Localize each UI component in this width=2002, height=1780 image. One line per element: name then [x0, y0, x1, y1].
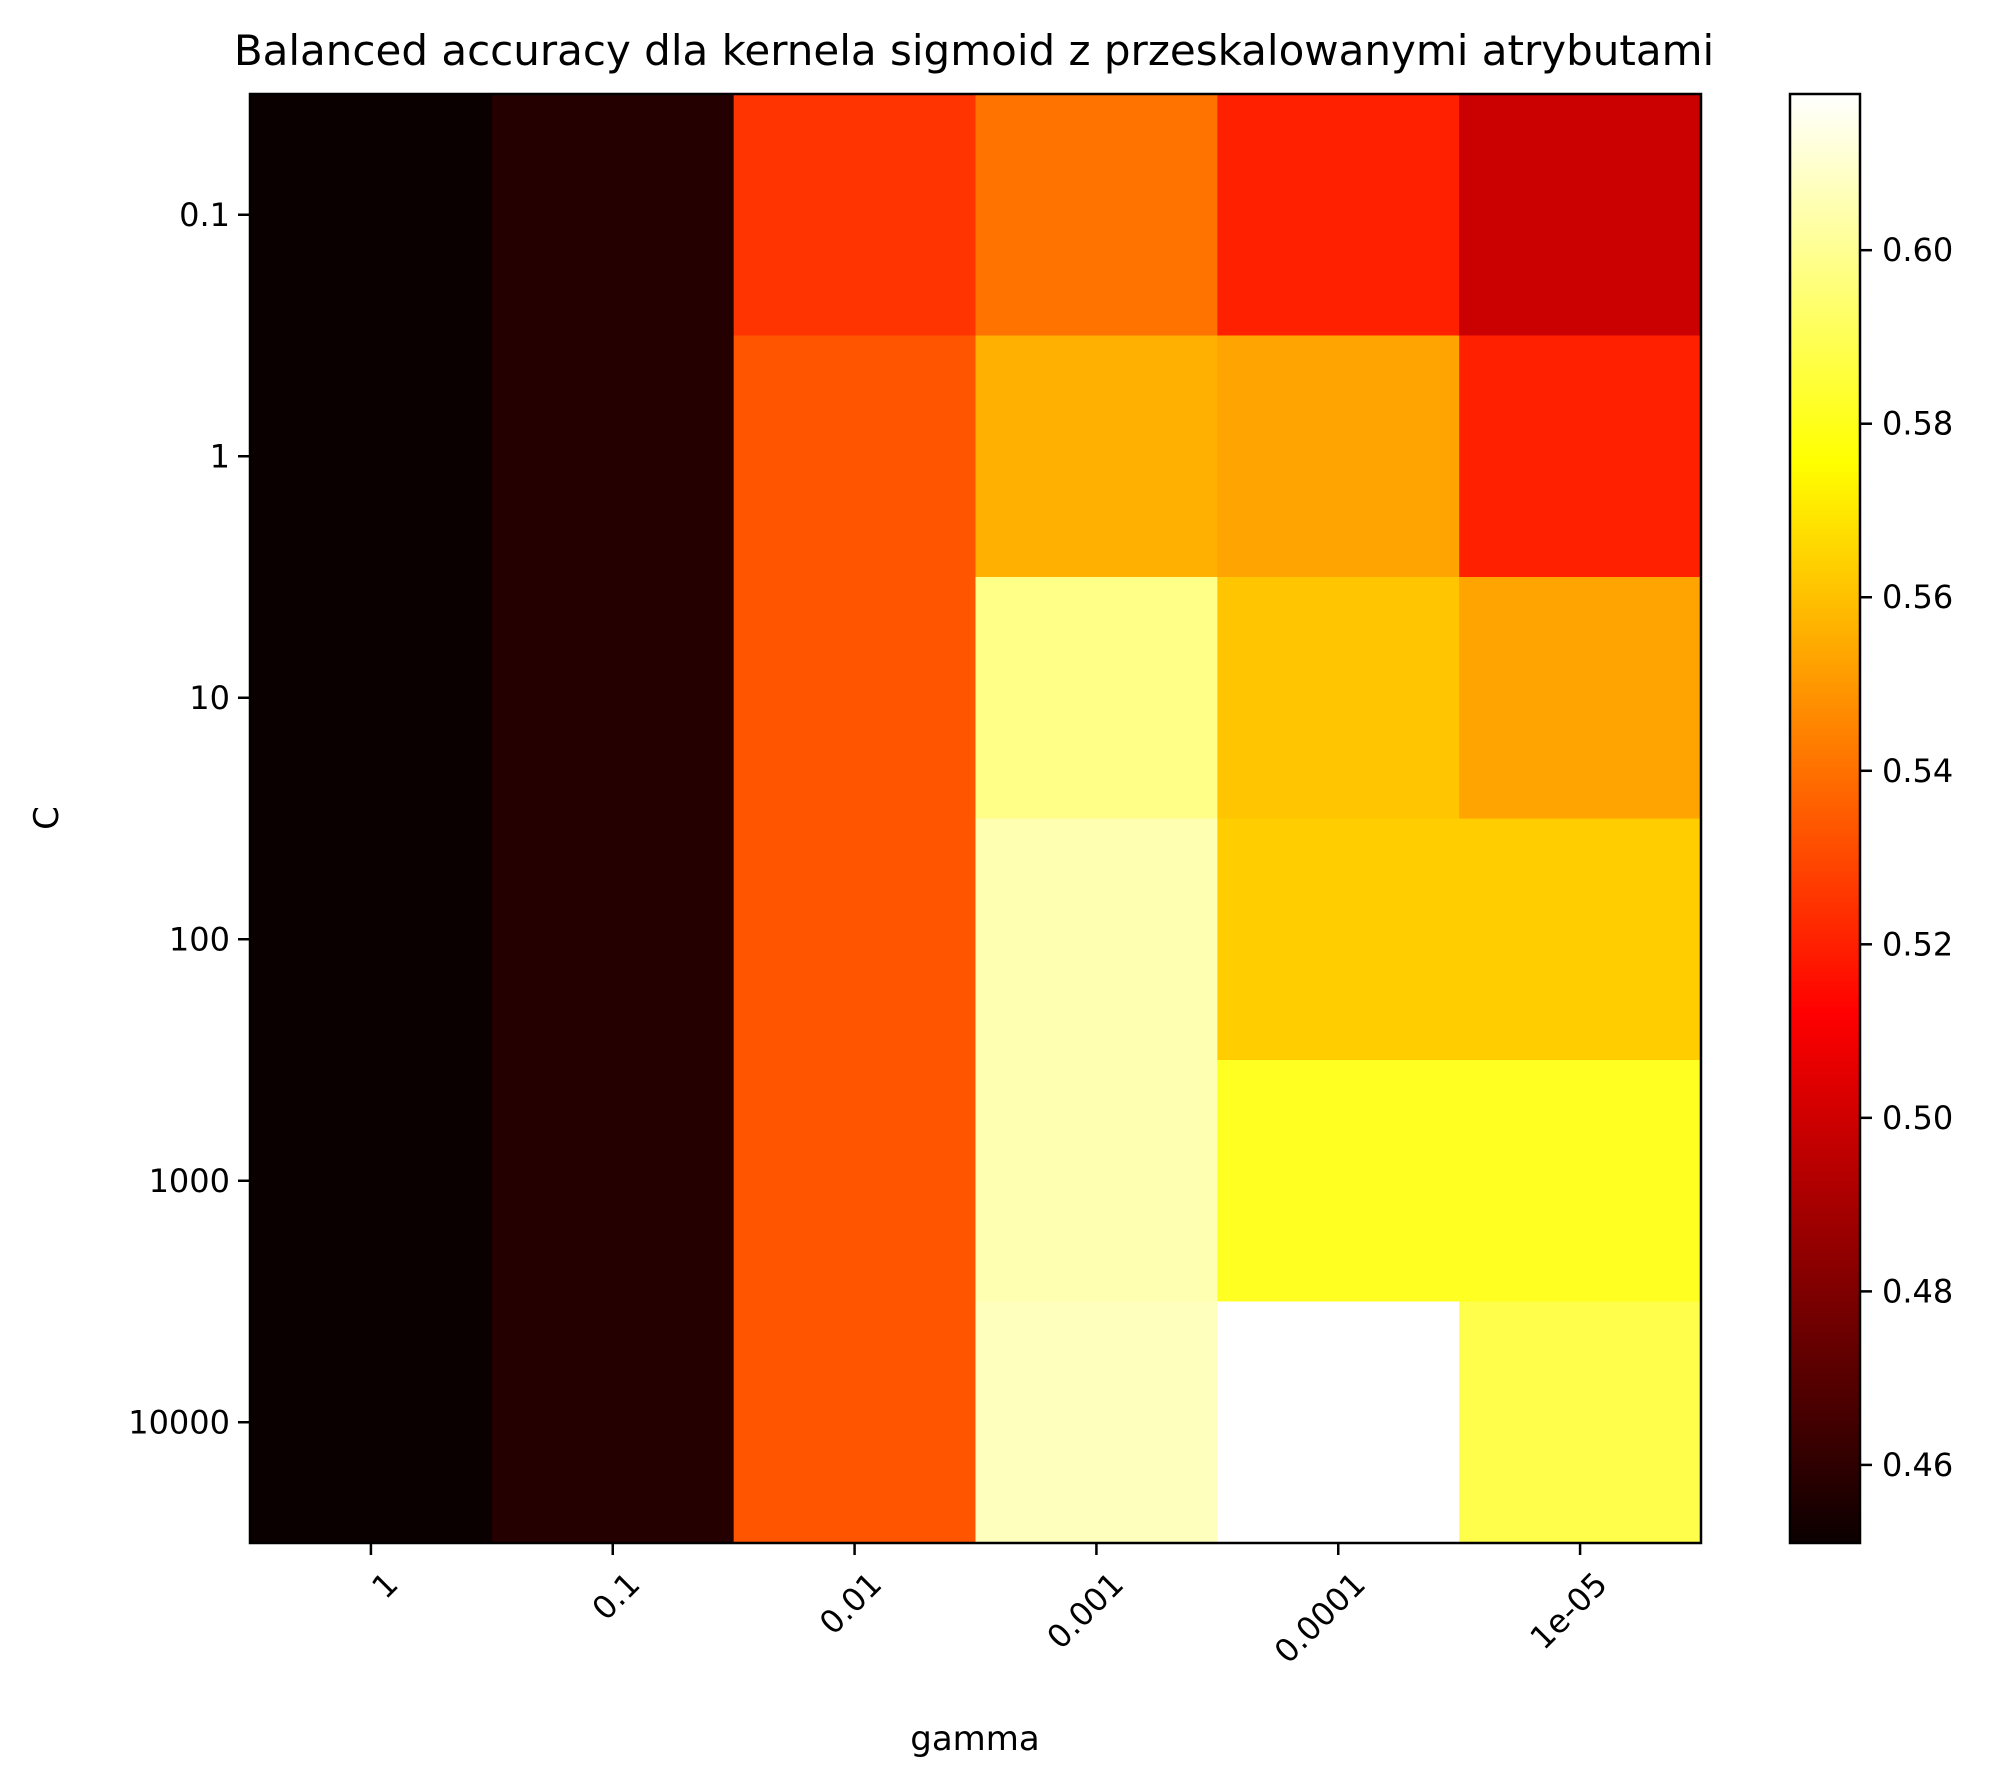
y-tick-label: 10000 [128, 1403, 230, 1441]
y-tick-label: 1 [210, 437, 230, 475]
y-axis-label: C [27, 806, 67, 830]
colorbar-tick-label: 0.46 [1882, 1446, 1953, 1484]
heatmap-cell [975, 1060, 1218, 1303]
colorbar-tick-label: 0.56 [1882, 578, 1953, 616]
heatmap-cell [1459, 335, 1702, 578]
colorbar-axis: 0.46 0.48 0.50 0.52 0.54 0.56 0.58 0.60 [1860, 231, 1953, 1484]
heatmap-cell [1217, 94, 1460, 337]
colorbar-tick-label: 0.60 [1882, 231, 1953, 269]
heatmap-cell [250, 335, 493, 578]
y-axis: 0.1 1 10 100 1000 10000 [128, 196, 250, 1441]
heatmap-cell [491, 1060, 735, 1303]
heatmap-cell [250, 577, 493, 820]
heatmap-cell [1217, 335, 1460, 578]
colorbar-tick-label: 0.50 [1882, 1099, 1953, 1137]
heatmap-cell [1459, 577, 1702, 820]
colorbar-tick-label: 0.52 [1882, 925, 1953, 963]
heatmap-cell [733, 818, 977, 1061]
y-tick-label: 1000 [149, 1162, 230, 1200]
heatmap-cell [250, 1301, 493, 1544]
heatmap-cell [1459, 1060, 1702, 1303]
chart-title: Balanced accuracy dla kernela sigmoid z … [234, 26, 1714, 75]
heatmap-cell [975, 1301, 1218, 1544]
heatmap-cell [491, 818, 735, 1061]
heatmap-cell [1459, 818, 1702, 1061]
heatmap-cell [1217, 1060, 1460, 1303]
heatmap-cells [250, 94, 1702, 1544]
heatmap-cell [975, 335, 1218, 578]
y-tick-label: 100 [169, 920, 230, 958]
colorbar-tick-label: 0.58 [1882, 405, 1953, 443]
heatmap-cell [250, 94, 493, 337]
heatmap-cell [250, 1060, 493, 1303]
heatmap-cell [1217, 577, 1460, 820]
colorbar [1788, 92, 1862, 1545]
x-axis-label: gamma [910, 1719, 1040, 1759]
heatmap-cell [1459, 1301, 1702, 1544]
heatmap-cell [975, 818, 1218, 1061]
y-tick-label: 0.1 [179, 196, 230, 234]
heatmap-cell [1217, 1301, 1460, 1544]
heatmap-cell [733, 1301, 977, 1544]
heatmap-cell [491, 1301, 735, 1544]
plot-frame [248, 92, 1703, 1545]
heatmap-cell [733, 577, 977, 820]
colorbar-tick-label: 0.48 [1882, 1272, 1953, 1310]
heatmap-cell [491, 94, 735, 337]
heatmap-cell [1459, 94, 1702, 337]
colorbar-tick-label: 0.54 [1882, 752, 1953, 790]
heatmap-cell [491, 335, 735, 578]
heatmap-cell [975, 577, 1218, 820]
heatmap-cell [733, 1060, 977, 1303]
y-tick-label: 10 [189, 679, 230, 717]
heatmap-cell [250, 818, 493, 1061]
heatmap-cell [733, 335, 977, 578]
heatmap-cell [491, 577, 735, 820]
heatmap-cell [975, 94, 1218, 337]
heatmap-cell [1217, 818, 1460, 1061]
heatmap-cell [733, 94, 977, 337]
